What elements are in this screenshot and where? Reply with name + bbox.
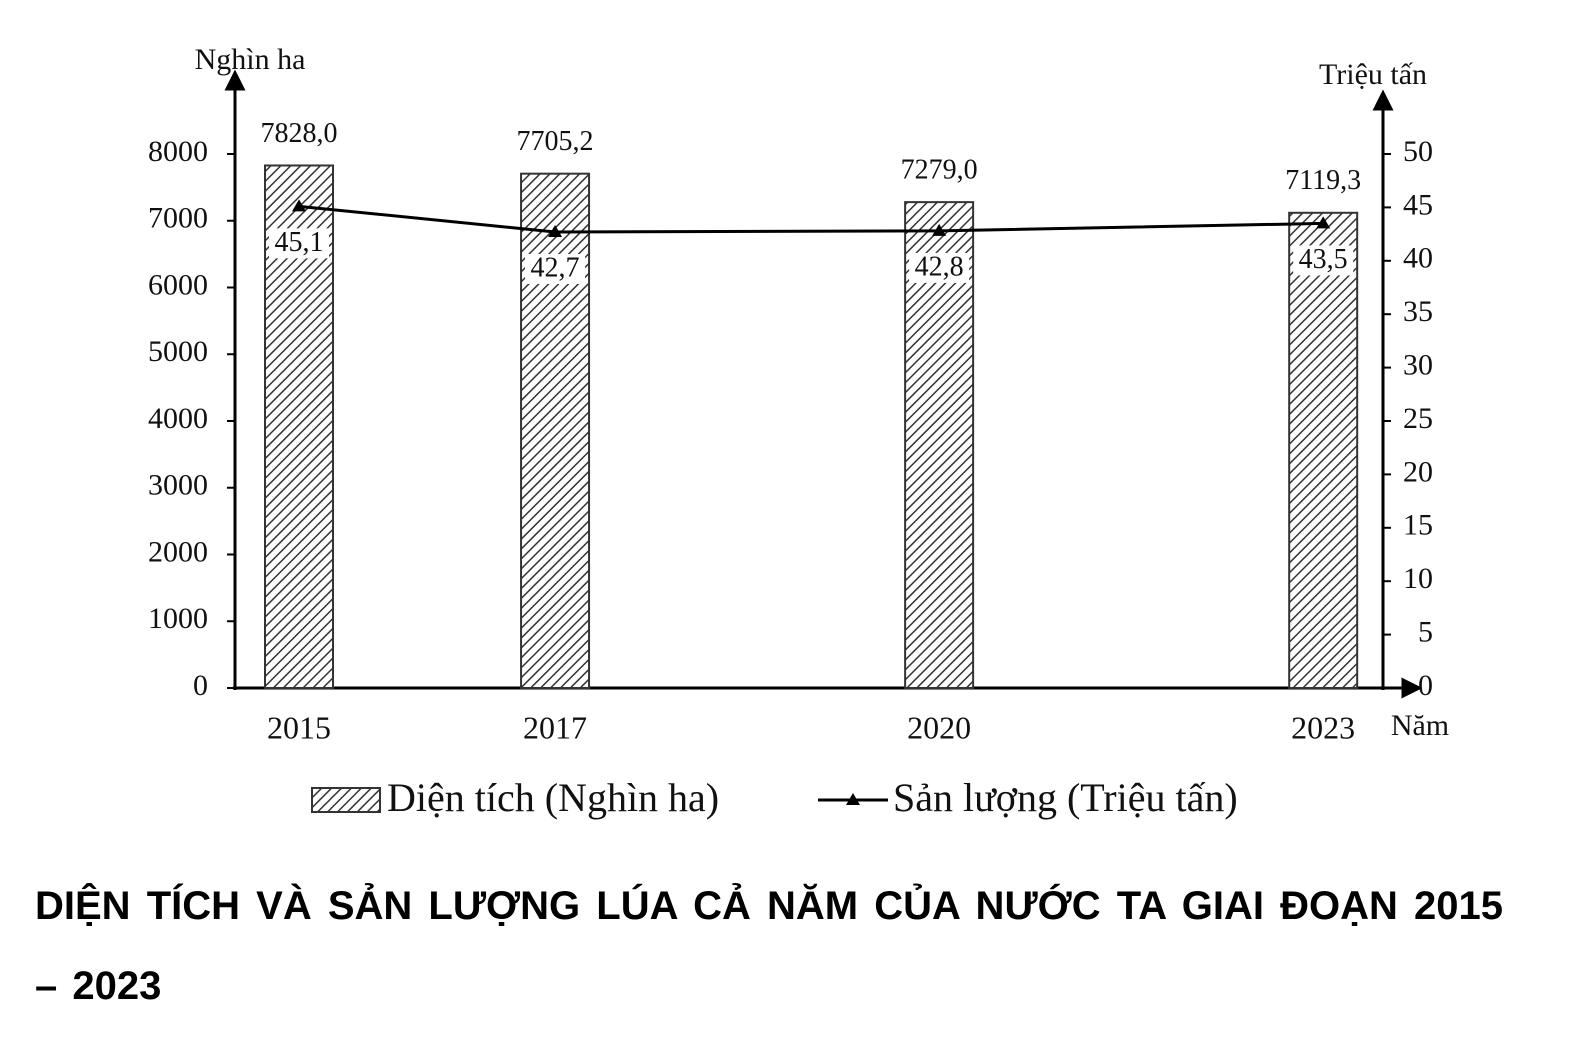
legend-label: Diện tích (Nghìn ha) <box>387 775 719 820</box>
chart: Nghìn ha Triệu tấn Năm 0 1000 2000 3000 4000… <box>148 43 1449 820</box>
line-value-label: 43,5 <box>1299 244 1348 275</box>
y2-tick-label: 40 <box>1403 242 1433 275</box>
legend-marker <box>846 793 860 805</box>
y-tick-label: 7000 <box>148 202 208 235</box>
y2-axis-label: Triệu tấn <box>1319 58 1427 91</box>
x-axis-label: Năm <box>1391 709 1449 742</box>
x-tick-label: 2020 <box>907 709 971 745</box>
bar-value-label: 7279,0 <box>901 155 978 186</box>
x-tick-label: 2023 <box>1291 709 1355 745</box>
chart-title: DIỆN TÍCH VÀ SẢN LƯỢNG LÚA CẢ NĂM CỦA NƯ… <box>35 884 1503 1008</box>
y2-tick-label: 20 <box>1403 455 1433 488</box>
bar-value-label: 7705,2 <box>517 126 594 157</box>
y-tick-label: 2000 <box>148 535 208 568</box>
line <box>298 204 1324 234</box>
x-tick-label: 2015 <box>267 709 331 745</box>
label-background <box>909 252 970 283</box>
y2-tick-label: 0 <box>1418 669 1433 702</box>
y-tick-label: 6000 <box>148 268 208 301</box>
bar-value-label: 7119,3 <box>1285 165 1361 196</box>
x-tick-label: 2017 <box>523 709 587 745</box>
legend-swatch <box>311 787 381 813</box>
bar-value-label: 7828,0 <box>261 118 338 149</box>
label-background <box>269 228 330 259</box>
y-tick-label: 3000 <box>148 469 208 502</box>
label-background <box>1293 245 1354 276</box>
y2-tick-label: 10 <box>1403 562 1433 595</box>
y-tick-label: 8000 <box>148 135 208 168</box>
y-tick-label: 4000 <box>148 402 208 435</box>
bar <box>904 201 975 690</box>
y2-tick-label: 35 <box>1403 295 1433 328</box>
y2-tick-label: 5 <box>1418 615 1433 648</box>
y-tick-label: 5000 <box>148 335 208 368</box>
y-tick-label: 1000 <box>148 602 208 635</box>
y2-tick-label: 15 <box>1403 509 1433 542</box>
line-value-label: 42,7 <box>531 252 580 283</box>
line-value-label: 42,8 <box>915 251 964 282</box>
line-marker <box>292 199 307 212</box>
y2-tick-label: 30 <box>1403 348 1433 381</box>
y2-tick-label: 25 <box>1403 402 1433 435</box>
y2-tick-label: 45 <box>1403 188 1433 221</box>
y-axis-label: Nghìn ha <box>195 43 306 76</box>
y-tick-label: 0 <box>193 669 208 702</box>
line-marker <box>1316 216 1331 229</box>
line-marker <box>548 224 563 237</box>
y2-tick-label: 50 <box>1403 135 1433 168</box>
bar <box>1288 211 1359 690</box>
bar <box>520 172 591 689</box>
label-background <box>525 253 586 284</box>
line-value-label: 45,1 <box>275 227 324 258</box>
line-marker <box>932 223 947 236</box>
legend-label: Sản lượng (Triệu tấn) <box>893 775 1238 820</box>
